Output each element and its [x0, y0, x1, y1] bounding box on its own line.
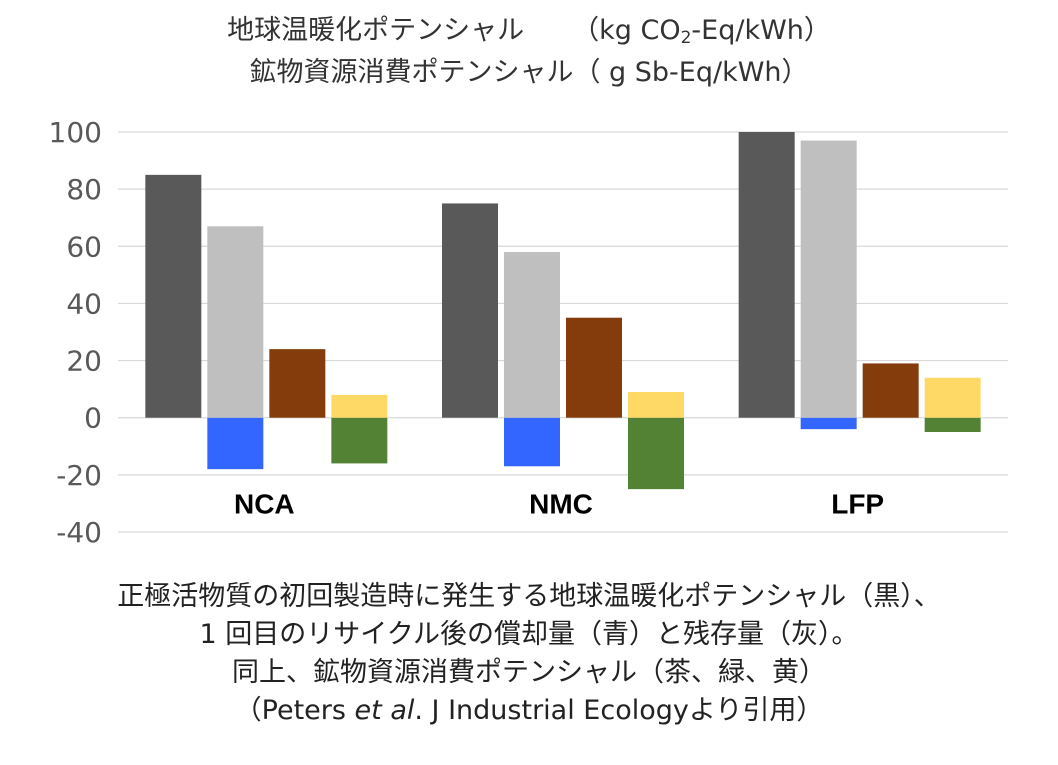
bar-nca-gwp-initial — [145, 174, 202, 418]
y-tick-label: 80 — [66, 173, 102, 206]
y-tick-label: -20 — [56, 459, 102, 492]
y-tick-label: 0 — [84, 402, 102, 435]
bar-chart: 100 80 60 40 20 0 -20 -40 NCA NMC LFP — [49, 116, 1008, 549]
bars — [145, 132, 981, 490]
bar-lfp-mrp-credit — [924, 417, 981, 432]
caption-source-pre: （Peters — [234, 695, 355, 726]
bar-nca-mrp-credit — [331, 417, 388, 464]
y-tick-label: 100 — [49, 116, 102, 149]
bar-nca-gwp-residual — [207, 226, 264, 418]
x-category-label: LFP — [831, 488, 884, 519]
x-category-label: NMC — [529, 488, 593, 519]
gridlines — [118, 131, 1008, 533]
bar-nmc-gwp-initial — [442, 203, 498, 418]
y-axis-ticks: 100 80 60 40 20 0 -20 -40 — [49, 116, 102, 549]
title-main: 地球温暖化ポテンシャル — [227, 15, 525, 46]
caption-source-post: . J Industrial Ecologyより引用） — [414, 695, 824, 726]
caption-line-3: 同上、鉱物資源消費ポテンシャル（茶、緑、黄） — [232, 657, 826, 688]
bar-nmc-mrp-residual — [628, 392, 684, 418]
y-tick-label: 60 — [66, 230, 102, 263]
bar-nmc-mrp-credit — [628, 417, 684, 490]
bar-nmc-mrp-initial — [566, 317, 622, 418]
figure-caption: 正極活物質の初回製造時に発生する地球温暖化ポテンシャル（黒）、 1 回目のリサイ… — [0, 578, 1058, 730]
y-tick-label: -40 — [56, 516, 102, 549]
chart-title-line-1: 地球温暖化ポテンシャル （kg CO2-Eq/kWh） — [0, 14, 1058, 48]
y-tick-label: 20 — [66, 345, 102, 378]
bar-nmc-gwp-credit — [504, 417, 560, 467]
bar-lfp-mrp-initial — [862, 363, 919, 418]
bar-nca-gwp-credit — [207, 417, 264, 470]
title-unit-sub: 2 — [680, 28, 692, 48]
chart-title-line-2: 鉱物資源消費ポテンシャル（ g Sb-Eq/kWh） — [249, 57, 809, 88]
bar-lfp-mrp-residual — [924, 377, 981, 418]
caption-line-1: 正極活物質の初回製造時に発生する地球温暖化ポテンシャル（黒）、 — [117, 581, 941, 612]
bar-nca-mrp-residual — [331, 394, 388, 418]
caption-line-4: （Peters et al. J Industrial Ecologyより引用） — [0, 692, 1058, 730]
caption-source-italic: et al — [354, 695, 415, 726]
y-tick-label: 40 — [66, 287, 102, 320]
caption-line-2: 1 回目のリサイクル後の償却量（青）と残存量（灰）。 — [199, 619, 859, 650]
bar-nca-mrp-initial — [269, 349, 326, 418]
bar-lfp-gwp-credit — [800, 417, 857, 430]
title-unit-post: -Eq/kWh） — [691, 15, 831, 46]
title-unit-pre: （kg CO — [572, 15, 681, 46]
bar-lfp-gwp-residual — [800, 140, 857, 418]
bar-lfp-gwp-initial — [738, 132, 795, 418]
bar-nmc-gwp-residual — [504, 252, 560, 418]
x-axis-labels: NCA NMC LFP — [234, 488, 884, 519]
x-category-label: NCA — [234, 488, 295, 519]
